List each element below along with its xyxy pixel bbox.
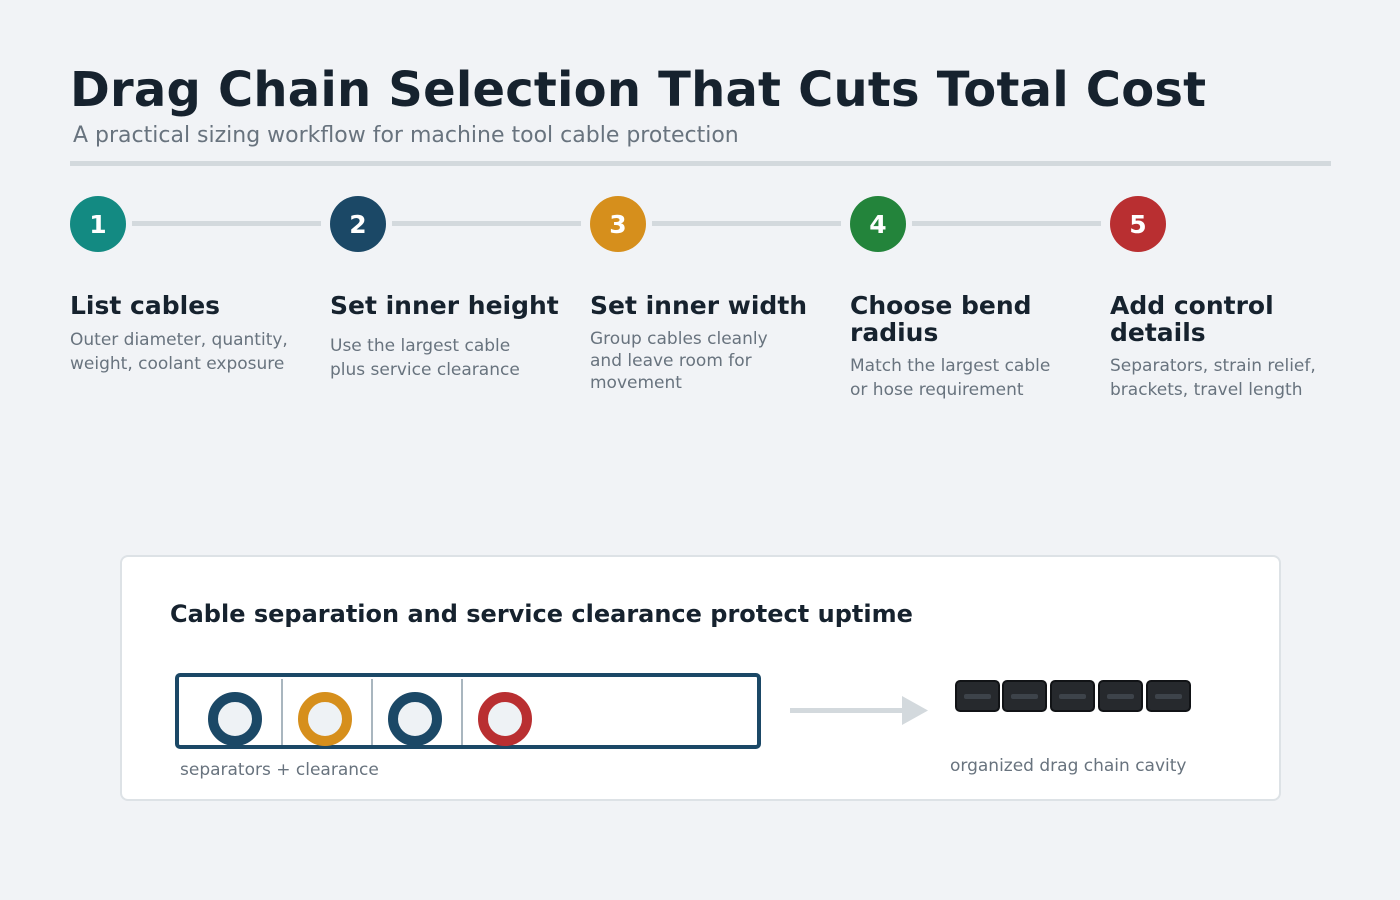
- chain-link: [955, 680, 1000, 712]
- step-2-badge: 2: [330, 196, 386, 252]
- step-connector: [132, 221, 321, 226]
- step-3-description: Group cables cleanly and leave room for …: [590, 329, 768, 393]
- cable-separator: [371, 679, 373, 745]
- arrow-right-icon: [790, 696, 928, 725]
- step-5-badge: 5: [1110, 196, 1166, 252]
- step-4-badge: 4: [850, 196, 906, 252]
- header-divider: [70, 161, 1331, 166]
- cable-2: [298, 692, 352, 746]
- step-3-badge: 3: [590, 196, 646, 252]
- cable-1: [208, 692, 262, 746]
- step-1-title: List cables: [70, 291, 221, 320]
- step-connector: [912, 221, 1101, 226]
- step-connector: [392, 221, 581, 226]
- step-2-description: Use the largest cable plus service clear…: [330, 336, 520, 380]
- page-subtitle: A practical sizing workflow for machine …: [73, 123, 739, 148]
- panel-title: Cable separation and service clearance p…: [170, 600, 913, 628]
- step-1-description: Outer diameter, quantity, weight, coolan…: [70, 330, 288, 374]
- cable-3: [388, 692, 442, 746]
- cable-separator: [461, 679, 463, 745]
- step-4-title: Choose bend radius: [850, 291, 1032, 347]
- chain-link: [1002, 680, 1047, 712]
- step-4-description: Match the largest cable or hose requirem…: [850, 356, 1051, 400]
- cable-separator: [281, 679, 283, 745]
- chain-link: [1050, 680, 1095, 712]
- cable-cavity: [175, 673, 761, 749]
- chain-link: [1098, 680, 1143, 712]
- step-1-badge: 1: [70, 196, 126, 252]
- chain-cavity-caption: organized drag chain cavity: [950, 756, 1187, 776]
- step-5-description: Separators, strain relief, brackets, tra…: [1110, 356, 1316, 400]
- step-5-title: Add control details: [1110, 291, 1274, 347]
- cable-4: [478, 692, 532, 746]
- step-3-title: Set inner width: [590, 291, 808, 320]
- separators-caption: separators + clearance: [180, 760, 379, 780]
- page-title: Drag Chain Selection That Cuts Total Cos…: [70, 62, 1207, 118]
- step-2-title: Set inner height: [330, 291, 559, 320]
- step-connector: [652, 221, 841, 226]
- chain-link: [1146, 680, 1191, 712]
